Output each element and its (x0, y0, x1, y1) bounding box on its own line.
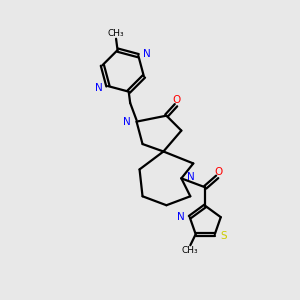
Text: CH₃: CH₃ (182, 246, 199, 255)
Text: O: O (172, 95, 181, 105)
Text: N: N (143, 49, 151, 59)
Text: S: S (221, 231, 227, 241)
Text: N: N (95, 82, 103, 93)
Text: N: N (123, 117, 131, 127)
Text: O: O (214, 167, 222, 176)
Text: N: N (187, 172, 194, 182)
Text: CH₃: CH₃ (108, 29, 124, 38)
Text: N: N (177, 212, 184, 222)
